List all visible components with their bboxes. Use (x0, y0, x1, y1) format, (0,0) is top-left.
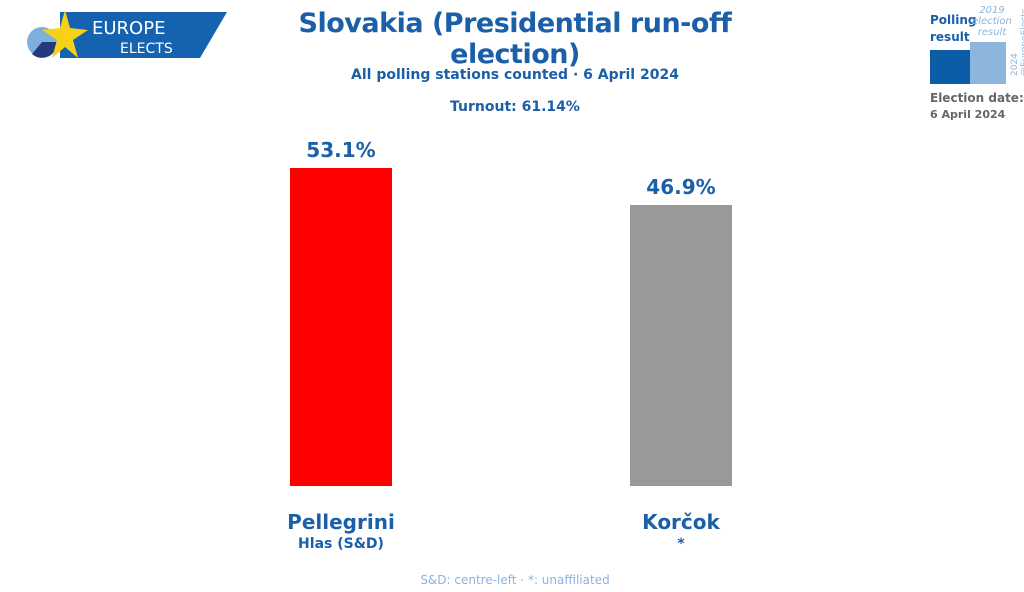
credit: 2024 @EuropeElects (1010, 8, 1024, 76)
candidate-name: Korčok (642, 510, 720, 534)
election-date: 6 April 2024 (930, 108, 1006, 121)
chart-title: Slovakia (Presidential run-off election) (298, 8, 732, 70)
election-date-label: Election date: (930, 91, 1024, 105)
europe-elects-logo: EUROPE ELECTS (27, 10, 227, 58)
svg-text:ELECTS: ELECTS (120, 41, 173, 57)
candidate-name: Pellegrini (287, 510, 395, 534)
footnote: S&D: centre-left · *: unaffiliated (420, 573, 610, 587)
legend-polling-swatch (930, 50, 970, 84)
legend-polling-label: Polling result (930, 13, 977, 44)
chart-subtitle: All polling stations counted · 6 April 2… (351, 67, 679, 83)
turnout: Turnout: 61.14% (450, 99, 580, 115)
data-label: 53.1% (306, 137, 376, 162)
legend-previous-swatch (970, 42, 1006, 84)
bar-1 (630, 205, 732, 486)
bar-0 (290, 167, 392, 486)
data-label: 46.9% (646, 175, 716, 200)
svg-text:EUROPE: EUROPE (92, 18, 165, 39)
legend-previous-label: 2019 election result (972, 5, 1012, 38)
candidate-party: * (677, 536, 685, 552)
candidate-party: Hlas (S&D) (298, 536, 384, 552)
